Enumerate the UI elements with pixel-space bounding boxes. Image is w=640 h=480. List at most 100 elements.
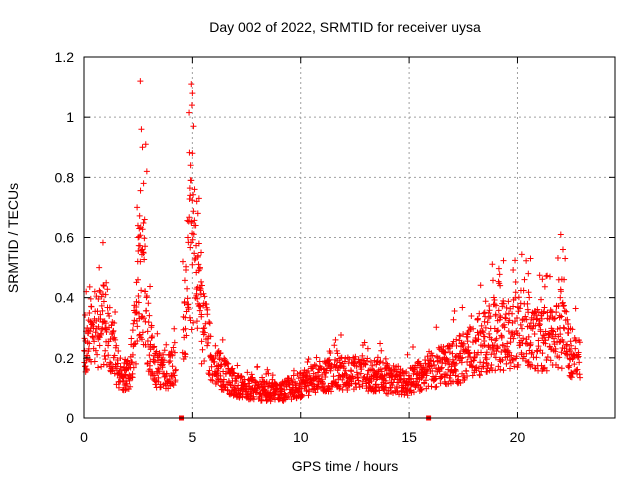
data-point	[541, 332, 548, 339]
data-point	[453, 336, 460, 343]
y-tick-label: 0.4	[55, 290, 75, 306]
data-point	[499, 303, 506, 310]
data-point	[497, 366, 504, 373]
data-point	[453, 360, 460, 367]
data-point	[489, 277, 496, 284]
data-point	[87, 295, 94, 302]
data-point	[95, 323, 102, 330]
data-point	[534, 348, 541, 355]
data-point	[501, 321, 508, 328]
data-point	[163, 341, 170, 348]
data-point	[342, 355, 349, 362]
data-point	[183, 332, 190, 339]
data-point	[356, 381, 363, 388]
data-point	[404, 351, 411, 358]
data-point	[481, 338, 488, 345]
data-point	[305, 392, 312, 399]
data-point	[468, 313, 475, 320]
data-point	[537, 328, 544, 335]
tick-labels: 0 0.2 0.4 0.6 0.8 1 1.2 0 5 10 15 20	[55, 49, 526, 445]
data-point	[372, 370, 379, 377]
data-point	[171, 372, 178, 379]
data-point	[488, 336, 495, 343]
data-point	[193, 198, 200, 205]
data-point	[576, 359, 583, 366]
data-point	[436, 368, 443, 375]
data-point	[410, 389, 417, 396]
data-point	[191, 250, 198, 257]
data-point	[452, 367, 459, 374]
data-point	[139, 144, 146, 151]
x-tick-label: 15	[401, 429, 417, 445]
data-point	[234, 362, 241, 369]
data-point	[189, 236, 196, 243]
data-point	[474, 315, 481, 322]
data-point	[163, 370, 170, 377]
data-point	[134, 204, 141, 211]
data-point	[269, 372, 276, 379]
data-point	[553, 309, 560, 316]
data-point	[560, 303, 567, 310]
data-point	[418, 375, 425, 382]
data-point	[136, 233, 143, 240]
data-point	[336, 372, 343, 379]
data-point	[528, 350, 535, 357]
data-point	[140, 249, 147, 256]
data-point	[170, 344, 177, 351]
data-point	[453, 342, 460, 349]
data-point	[95, 364, 102, 371]
y-axis-label: SRMTID / TECUs	[5, 183, 21, 293]
data-point	[423, 370, 430, 377]
data-point	[521, 276, 528, 283]
data-point	[166, 359, 173, 366]
data-point	[201, 329, 208, 336]
data-point	[572, 305, 579, 312]
data-point	[172, 367, 179, 374]
data-point	[520, 287, 527, 294]
data-point	[137, 258, 144, 265]
data-point	[510, 267, 517, 274]
data-point	[422, 377, 429, 384]
data-point	[186, 185, 193, 192]
data-point	[512, 257, 519, 264]
data-point	[194, 325, 201, 332]
data-point	[516, 332, 523, 339]
data-point	[311, 361, 318, 368]
data-point	[186, 196, 193, 203]
data-point	[357, 370, 364, 377]
data-point	[83, 357, 90, 364]
data-point	[484, 319, 491, 326]
data-point	[184, 295, 191, 302]
data-point	[141, 216, 148, 223]
data-point	[480, 359, 487, 366]
data-point	[187, 162, 194, 169]
data-point	[573, 337, 580, 344]
data-point	[544, 272, 551, 279]
data-point	[129, 359, 136, 366]
data-point	[512, 289, 519, 296]
axis-ticks	[83, 56, 615, 419]
data-point	[515, 361, 522, 368]
data-point	[471, 354, 478, 361]
data-point	[259, 374, 266, 381]
data-point	[98, 302, 105, 309]
data-point	[200, 290, 207, 297]
data-point	[361, 339, 368, 346]
data-point	[305, 356, 312, 363]
data-point	[108, 360, 115, 367]
y-tick-label: 0.6	[55, 230, 75, 246]
data-point	[106, 313, 113, 320]
y-tick-label: 0.2	[55, 350, 75, 366]
data-point	[367, 359, 374, 366]
data-point	[561, 308, 568, 315]
data-point	[503, 360, 510, 367]
data-point	[437, 380, 444, 387]
data-point	[208, 363, 215, 370]
data-point	[364, 371, 371, 378]
data-point	[557, 294, 564, 301]
data-point	[487, 313, 494, 320]
data-point	[485, 309, 492, 316]
data-point	[505, 328, 512, 335]
data-point	[551, 315, 558, 322]
data-point	[129, 351, 136, 358]
